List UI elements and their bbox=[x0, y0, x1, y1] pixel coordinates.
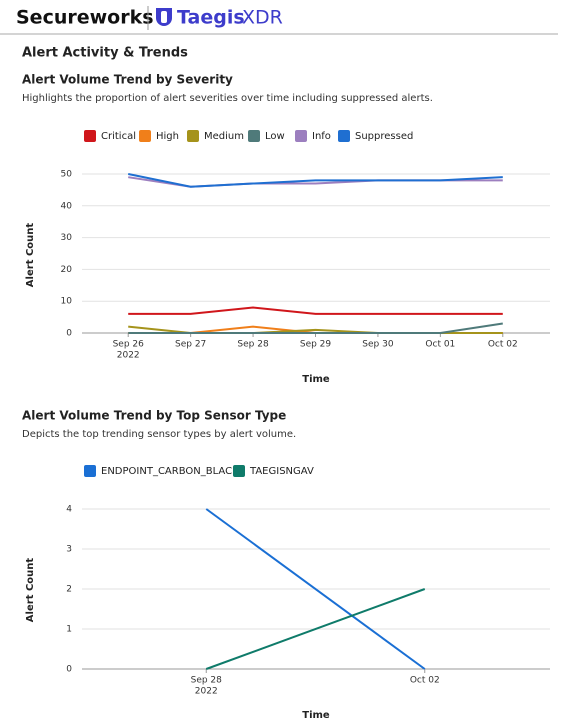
legend-swatch bbox=[233, 465, 245, 477]
y-tick-label: 3 bbox=[66, 545, 72, 555]
series-line bbox=[128, 322, 503, 334]
x-tick-label: Sep 28 bbox=[191, 676, 223, 686]
legend-label: Medium bbox=[204, 131, 244, 142]
product-suffix: XDR bbox=[242, 7, 283, 29]
y-axis-title: Alert Count bbox=[25, 223, 36, 288]
y-tick-label: 0 bbox=[66, 665, 72, 675]
y-tick-label: 30 bbox=[61, 233, 73, 243]
x-year-label: 2022 bbox=[117, 351, 140, 361]
legend-label: TAEGISNGAV bbox=[249, 466, 314, 477]
series-line bbox=[205, 588, 426, 670]
y-tick-label: 10 bbox=[61, 297, 73, 307]
series-line bbox=[205, 508, 426, 670]
legend-swatch bbox=[84, 465, 96, 477]
series-line bbox=[128, 306, 503, 315]
legend-swatch bbox=[84, 130, 96, 142]
x-tick-label: Sep 26 bbox=[113, 340, 145, 350]
legend-label: ENDPOINT_CARBON_BLACK bbox=[101, 466, 239, 477]
legend-label: Suppressed bbox=[355, 131, 413, 142]
x-tick-label: Sep 27 bbox=[175, 340, 206, 350]
legend-label: High bbox=[156, 131, 179, 142]
y-tick-label: 1 bbox=[66, 625, 72, 635]
y-tick-label: 0 bbox=[66, 329, 72, 339]
chart-subtitle: Depicts the top trending sensor types by… bbox=[22, 429, 296, 440]
x-axis-title: Time bbox=[302, 374, 330, 385]
series-line bbox=[128, 173, 503, 188]
legend-swatch bbox=[187, 130, 199, 142]
y-tick-label: 2 bbox=[66, 585, 72, 595]
x-tick-label: Sep 28 bbox=[237, 340, 269, 350]
legend-swatch bbox=[139, 130, 151, 142]
legend-label: Info bbox=[312, 131, 331, 142]
legend-swatch bbox=[248, 130, 260, 142]
legend-swatch bbox=[338, 130, 350, 142]
x-tick-label: Oct 02 bbox=[410, 676, 440, 686]
y-axis-title: Alert Count bbox=[25, 558, 36, 623]
y-tick-label: 4 bbox=[66, 505, 72, 515]
chart-title: Alert Volume Trend by Top Sensor Type bbox=[22, 409, 286, 423]
product-name: Taegis bbox=[177, 7, 245, 29]
legend-swatch bbox=[295, 130, 307, 142]
legend-label: Critical bbox=[101, 131, 136, 142]
x-tick-label: Sep 30 bbox=[362, 340, 394, 350]
chart-title: Alert Volume Trend by Severity bbox=[22, 73, 233, 87]
y-tick-label: 20 bbox=[61, 265, 73, 275]
y-tick-label: 50 bbox=[61, 170, 73, 180]
x-axis-title: Time bbox=[302, 710, 330, 721]
x-tick-label: Oct 01 bbox=[425, 340, 455, 350]
brand: Secureworks bbox=[16, 7, 154, 29]
chart-subtitle: Highlights the proportion of alert sever… bbox=[22, 93, 433, 104]
x-year-label: 2022 bbox=[195, 687, 218, 697]
x-tick-label: Oct 02 bbox=[488, 340, 518, 350]
y-tick-label: 40 bbox=[61, 201, 73, 211]
legend-label: Low bbox=[265, 131, 285, 142]
x-tick-label: Sep 29 bbox=[300, 340, 332, 350]
section-title: Alert Activity & Trends bbox=[22, 46, 188, 61]
logo-mark bbox=[161, 11, 167, 23]
